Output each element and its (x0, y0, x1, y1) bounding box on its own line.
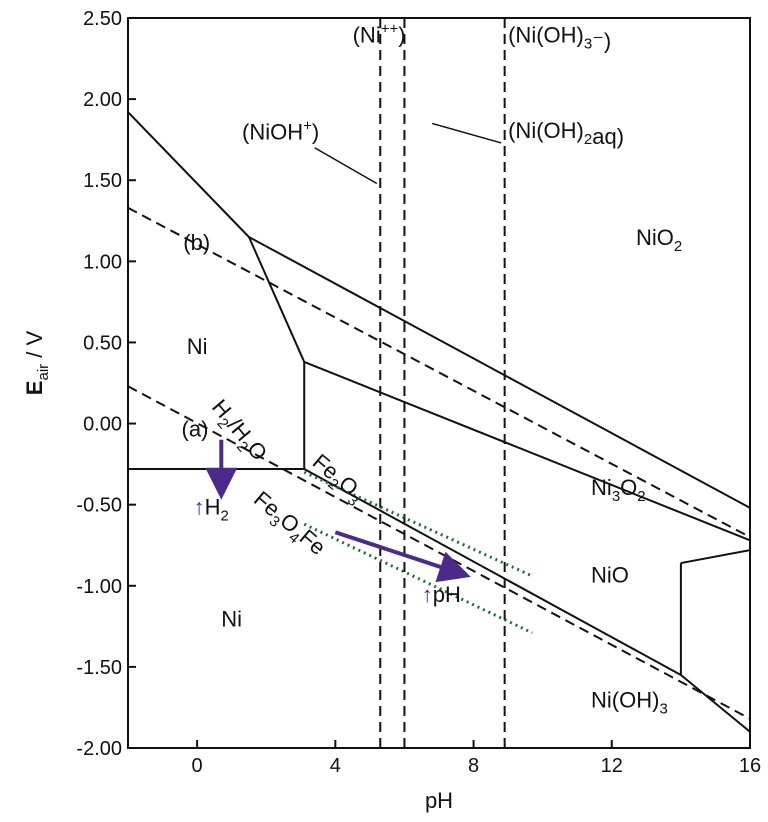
series-line-6 (303, 468, 682, 676)
region-label: (a) (182, 417, 209, 442)
region-label: Ni (221, 606, 242, 631)
region-label: NiO (591, 563, 629, 588)
region-label: (Ni(OH)2aq) (508, 118, 624, 149)
x-tick-label: 0 (192, 755, 203, 777)
shift-marker: ↑H2 (194, 494, 229, 524)
y-tick-label: -0.50 (76, 495, 122, 517)
series-line-9 (680, 674, 750, 733)
y-axis-label: Eair / V (22, 330, 52, 395)
y-tick-label: 2.50 (83, 8, 122, 30)
leader-line (431, 122, 502, 144)
region-label: (b) (183, 230, 210, 255)
y-tick-label: -1.00 (76, 576, 122, 598)
shift-marker: ↑pH (422, 582, 461, 607)
x-tick-label: 4 (330, 755, 341, 777)
leader-line (314, 147, 378, 185)
series-line-11 (128, 385, 750, 720)
x-axis-label: pH (425, 788, 453, 813)
region-label: (NiOH+) (242, 118, 319, 145)
y-tick-label: -2.00 (76, 738, 122, 760)
series-line-0 (128, 111, 250, 238)
y-tick-label: -1.50 (76, 657, 122, 679)
region-label: Ni(OH)3 (591, 687, 668, 717)
y-tick-label: 2.00 (83, 89, 122, 111)
series-line-16 (303, 522, 533, 635)
region-label: (Ni++) (353, 20, 406, 47)
y-tick-label: 1.50 (83, 170, 122, 192)
region-label: (Ni(OH)3⁻) (508, 22, 611, 53)
region-label: NiO2 (636, 225, 682, 255)
series-line-5 (303, 360, 750, 542)
x-tick-label: 12 (601, 755, 623, 777)
region-label: Ni (187, 334, 208, 359)
series-line-10 (128, 206, 750, 538)
series-line-4 (248, 236, 750, 509)
arrow-1 (334, 530, 471, 583)
equilibrium-label: Fe2O3 (305, 449, 370, 510)
plot-frame (127, 17, 751, 749)
series-line-1 (248, 236, 306, 363)
equilibrium-label: Fe3O4Fe (246, 486, 331, 564)
y-tick-label: 0.00 (83, 414, 122, 436)
x-tick-label: 8 (468, 755, 479, 777)
x-tick-label: 16 (739, 755, 761, 777)
region-label: Ni3O2 (591, 475, 646, 505)
y-tick-label: 0.50 (83, 332, 122, 354)
series-line-8 (680, 549, 750, 565)
y-tick-label: 1.00 (83, 251, 122, 273)
